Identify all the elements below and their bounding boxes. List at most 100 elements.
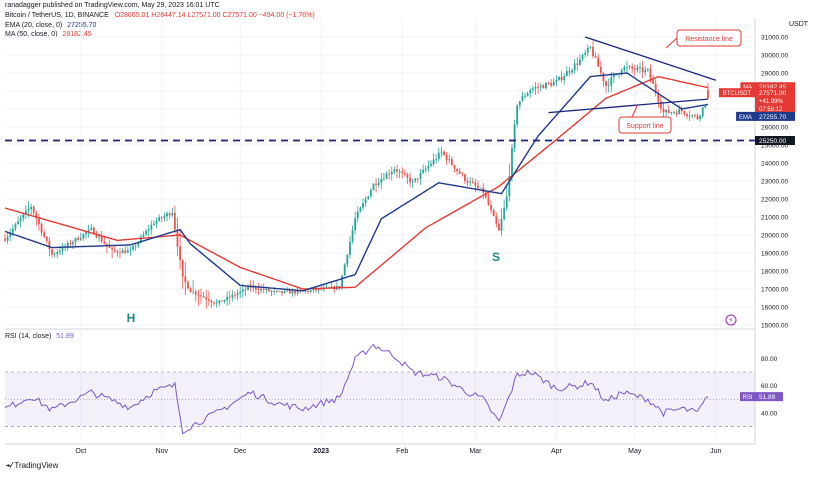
candle-body	[445, 154, 448, 161]
candle-body	[61, 246, 64, 251]
candle-body	[597, 57, 600, 67]
candle-body	[693, 115, 696, 117]
ma-label-tag-bg	[740, 82, 755, 92]
candle-body	[228, 296, 231, 298]
candle-body	[286, 290, 289, 292]
candle-body	[474, 182, 477, 186]
candle-body	[231, 294, 234, 298]
candle-body	[134, 245, 137, 247]
candle-body	[346, 254, 349, 265]
time-tick-label: Nov	[156, 448, 169, 455]
price-tick-label: 22000.00	[761, 197, 788, 204]
candle-body	[372, 183, 375, 191]
support-level-value: 25250.00	[759, 138, 786, 145]
btc-label-tag-bg	[718, 88, 755, 98]
support-callout-label: Support line	[626, 123, 663, 130]
candle-body	[547, 82, 550, 84]
candle-body	[680, 109, 683, 112]
candle-body	[362, 203, 364, 208]
candle-body	[414, 178, 417, 182]
tradingview-brand: TradingView	[14, 461, 59, 470]
ma-legend-value: 28182.45	[62, 31, 92, 38]
candle-body	[187, 282, 189, 289]
candle-body	[435, 159, 438, 160]
candle-body	[448, 159, 451, 161]
rsi-tick-label: 60.00	[761, 383, 778, 390]
candle-body	[662, 108, 665, 113]
candle-body	[142, 234, 145, 237]
candle-body	[236, 293, 239, 296]
candle-body	[602, 72, 605, 82]
candle-body	[56, 252, 59, 255]
rsi-legend: RSI (14, close) 51.89	[5, 333, 74, 340]
candle-body	[584, 52, 587, 55]
candles	[4, 40, 709, 309]
candle-body	[150, 225, 153, 230]
candle-body	[545, 82, 547, 89]
candle-body	[19, 218, 22, 222]
price-tick-label: 29000.00	[761, 71, 788, 78]
candle-body	[278, 290, 281, 292]
tradingview-logo[interactable]: ⌁⁄ TradingView	[6, 461, 58, 470]
candle-body	[469, 181, 472, 183]
ema-legend: EMA (20, close, 0) 27255.70	[5, 22, 96, 29]
ema-legend-label: EMA (20, close, 0)	[5, 22, 63, 29]
candle-body	[490, 204, 492, 211]
candle-body	[696, 115, 699, 120]
candle-body	[479, 187, 482, 189]
candle-body	[69, 242, 72, 245]
candle-body	[678, 109, 681, 115]
candle-body	[234, 294, 236, 296]
ema20-line	[4, 72, 709, 292]
candle-body	[437, 152, 440, 160]
candle-body	[667, 109, 670, 113]
candle-body	[612, 74, 615, 78]
candle-body	[594, 56, 597, 58]
candle-body	[48, 240, 51, 250]
candle-body	[673, 112, 675, 114]
price-tick-label: 20000.00	[761, 233, 788, 240]
candle-body	[106, 243, 108, 246]
candle-body	[464, 174, 466, 182]
candle-body	[529, 89, 532, 94]
candle-body	[458, 170, 461, 174]
candle-body	[343, 264, 346, 276]
candle-body	[223, 299, 226, 302]
candle-body	[631, 66, 634, 69]
candle-body	[675, 112, 678, 115]
candle-body	[626, 66, 628, 68]
candle-body	[153, 223, 155, 226]
candle-body	[704, 105, 707, 108]
grid	[5, 18, 756, 445]
candle-body	[58, 250, 61, 253]
candle-body	[205, 297, 208, 300]
support-callout-box	[618, 116, 672, 134]
candle-body	[22, 214, 25, 219]
candle-body	[605, 81, 607, 86]
candle-body	[32, 206, 35, 214]
candle-body	[254, 286, 257, 290]
price-tick-label: 30000.00	[761, 53, 788, 60]
btc-label-countdown: 07:58:12	[759, 107, 783, 113]
candle-body	[443, 151, 445, 155]
time-tick-label: 2023	[313, 448, 329, 455]
candle-body	[539, 85, 542, 88]
candle-body	[218, 300, 221, 303]
candle-body	[440, 151, 443, 153]
candle-body	[351, 230, 354, 242]
candle-body	[155, 220, 158, 224]
tradingview-logo-icon: ⌁⁄	[6, 461, 15, 470]
candle-body	[220, 300, 223, 302]
candle-body	[252, 286, 255, 288]
candle-body	[500, 219, 503, 231]
candle-body	[95, 234, 98, 238]
candle-body	[610, 77, 613, 86]
neckline-trendline	[548, 98, 709, 114]
candle-body	[568, 71, 571, 73]
ema-label-value-bg	[755, 111, 795, 121]
candle-body	[565, 71, 568, 77]
candle-body	[307, 290, 310, 292]
ema-label-tag-bg	[736, 111, 755, 121]
candle-body	[589, 46, 592, 48]
